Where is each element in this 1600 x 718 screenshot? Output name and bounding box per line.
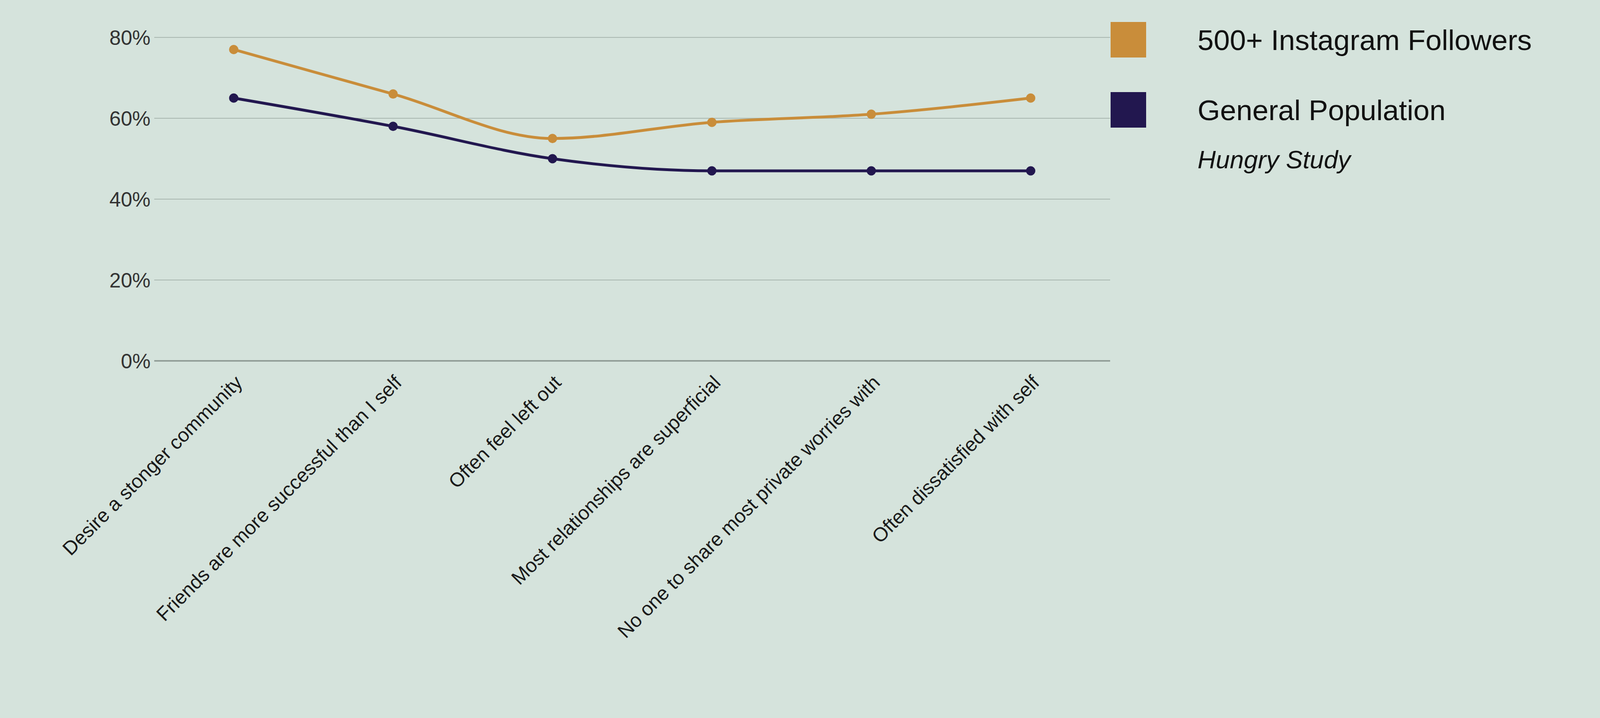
svg-text:20%: 20% <box>109 268 151 292</box>
svg-text:Often feel left out: Often feel left out <box>444 371 566 493</box>
svg-text:Friends are more successful th: Friends are more successful than I self <box>151 371 407 626</box>
svg-text:80%: 80% <box>109 26 151 50</box>
svg-text:Most relationships are superfi: Most relationships are superficial <box>507 371 725 589</box>
html-text:General Population: General Population <box>1197 93 1446 126</box>
svg-text:Desire a stonger community: Desire a stonger community <box>57 371 247 560</box>
svg-text:40%: 40% <box>109 187 151 211</box>
svg-text:0%: 0% <box>120 349 151 373</box>
svg-text:No one to share most private w: No one to share most private worries wit… <box>613 371 885 643</box>
html-text:500+ Instagram Followers: 500+ Instagram Followers <box>1197 23 1532 56</box>
svg-text:60%: 60% <box>109 107 151 130</box>
svg-text:Often dissatisfied with self: Often dissatisfied with self <box>867 371 1044 548</box>
html-text:Hungry Study: Hungry Study <box>1197 145 1351 174</box>
